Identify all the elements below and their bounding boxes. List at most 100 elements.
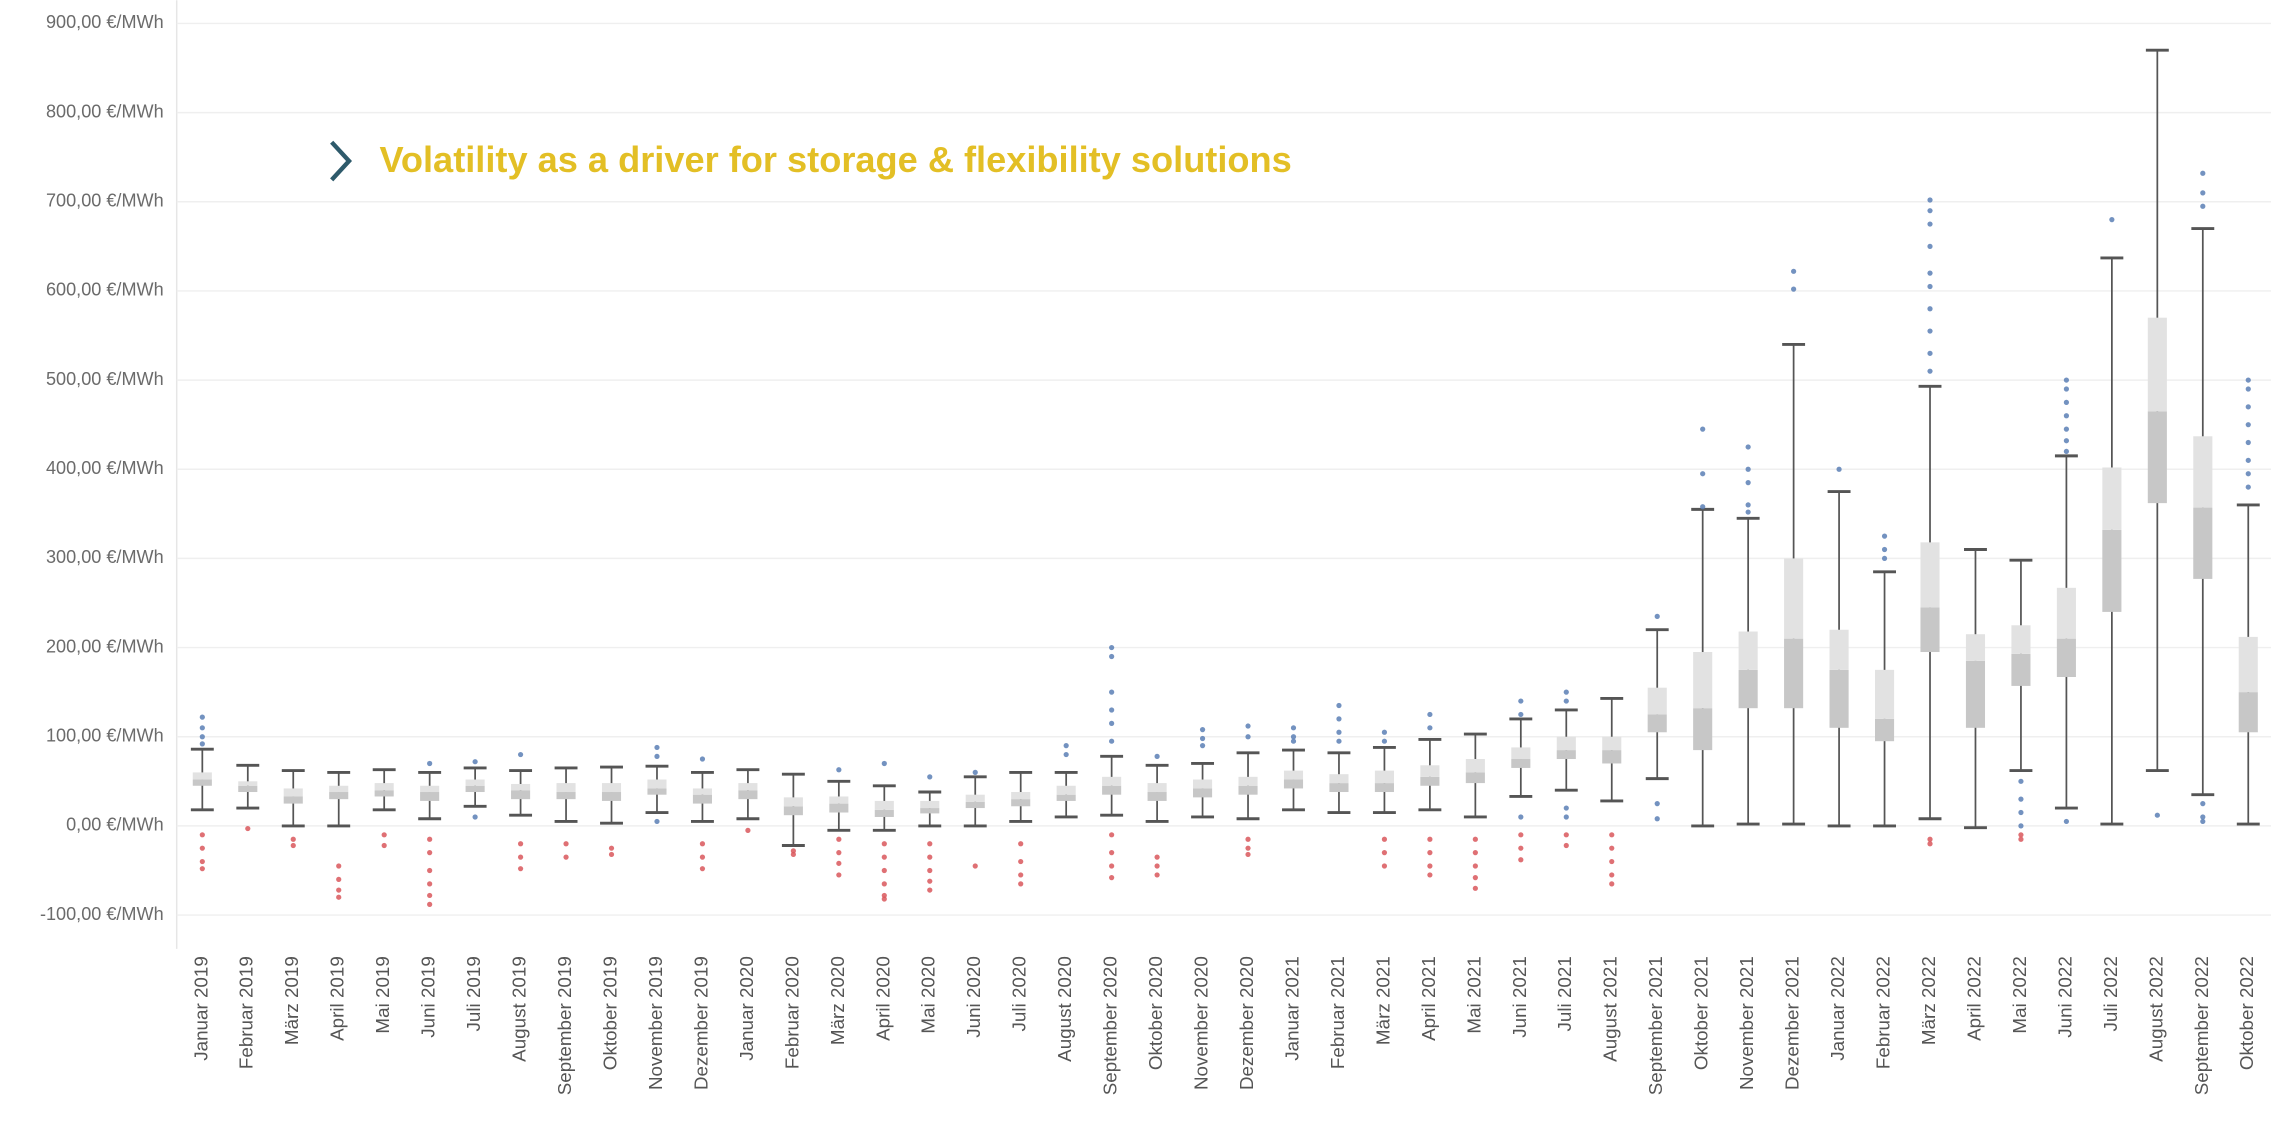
box-lower	[1329, 783, 1349, 793]
outlier	[2063, 818, 2070, 825]
outlier	[336, 876, 342, 882]
outlier	[2245, 377, 2251, 383]
box-lower	[465, 785, 485, 793]
x-tick-label: Oktober 2022	[2236, 956, 2257, 1070]
outlier	[1245, 851, 1251, 858]
box-upper	[965, 794, 985, 802]
box-lower	[1693, 708, 1713, 751]
x-tick-label: Juni 2020	[963, 956, 984, 1038]
box-lower	[1420, 776, 1440, 786]
outlier	[1018, 841, 1024, 847]
box-lower	[1283, 779, 1304, 789]
x-tick-label: November 2020	[1191, 956, 1212, 1090]
outlier	[1336, 716, 1342, 722]
x-tick-label: Mai 2020	[918, 956, 939, 1033]
y-tick-label: 800,00 €/MWh	[46, 101, 164, 121]
box-lower	[511, 790, 531, 800]
outlier	[2245, 457, 2251, 463]
outlier	[427, 881, 433, 887]
outlier	[2200, 800, 2206, 807]
outlier	[1199, 743, 1206, 749]
outlier	[881, 841, 887, 847]
outlier	[608, 845, 615, 851]
outlier	[199, 725, 205, 731]
outlier	[2245, 484, 2251, 490]
box-upper	[192, 772, 212, 780]
box-upper	[1238, 776, 1258, 786]
outlier	[1427, 863, 1433, 869]
box-upper	[1738, 631, 1758, 670]
outlier	[1927, 328, 1933, 334]
outlier	[1745, 502, 1751, 508]
x-tick-label: Oktober 2021	[1691, 956, 1712, 1070]
outlier	[1109, 850, 1115, 856]
box-lower	[374, 790, 394, 797]
outlier	[1063, 743, 1069, 749]
x-tick-label: April 2021	[1418, 956, 1439, 1041]
outlier	[1018, 858, 1024, 865]
outlier	[1381, 863, 1388, 869]
y-tick-label: 400,00 €/MWh	[46, 458, 164, 478]
x-tick-label: März 2020	[827, 956, 848, 1045]
outlier	[563, 841, 569, 847]
marks	[190, 48, 2260, 907]
x-tick-label: Juni 2021	[1509, 956, 1530, 1038]
x-tick-label: Dezember 2019	[690, 956, 711, 1090]
outlier	[1609, 872, 1615, 878]
outlier	[1609, 858, 1615, 865]
box-upper	[1147, 783, 1167, 793]
outlier	[1109, 653, 1115, 660]
y-tick-label: 700,00 €/MWh	[46, 191, 164, 211]
x-tick-label: Februar 2021	[1327, 956, 1348, 1069]
outlier	[1290, 734, 1297, 740]
box-lower	[1056, 794, 1076, 801]
box-upper	[238, 781, 258, 786]
outlier	[927, 841, 933, 847]
box-upper	[601, 783, 622, 793]
box-upper	[420, 785, 440, 793]
outlier	[2018, 836, 2024, 842]
outlier	[1654, 816, 1660, 822]
outlier	[2063, 448, 2070, 455]
outlier	[1927, 208, 1933, 214]
outlier	[2063, 426, 2070, 432]
outlier	[881, 867, 887, 874]
outlier	[1927, 283, 1933, 290]
outlier	[699, 854, 706, 860]
outlier	[472, 814, 478, 820]
outlier	[1245, 845, 1251, 851]
outlier	[1518, 711, 1524, 718]
outlier	[2245, 422, 2251, 428]
outlier	[1199, 726, 1206, 733]
x-tick-label: Mai 2021	[1463, 956, 1484, 1033]
box-upper	[783, 797, 803, 807]
outlier	[517, 854, 524, 860]
box-lower	[1374, 783, 1394, 793]
box-upper	[647, 779, 667, 789]
outlier	[2245, 386, 2251, 392]
box-lower	[783, 806, 803, 816]
outlier	[1927, 836, 1933, 842]
outlier	[427, 892, 433, 899]
grid	[175, 0, 2271, 949]
box-upper	[1420, 765, 1440, 777]
x-tick-label: Juni 2022	[2054, 956, 2075, 1038]
outlier	[1290, 725, 1297, 731]
outlier	[881, 760, 887, 767]
box-upper	[1965, 634, 1986, 661]
box-upper	[1102, 776, 1122, 786]
outlier	[1563, 805, 1569, 811]
x-tick-label: Juli 2019	[463, 956, 484, 1031]
x-tick-label: Juli 2021	[1554, 956, 1575, 1031]
box-lower	[329, 792, 349, 800]
outlier	[427, 850, 433, 856]
x-tick-label: Januar 2022	[1827, 956, 1848, 1061]
outlier	[199, 714, 205, 720]
outlier	[1654, 800, 1660, 807]
outlier	[2063, 438, 2070, 444]
box-lower	[1011, 799, 1031, 807]
outlier	[881, 854, 887, 860]
outlier	[927, 878, 933, 884]
outlier	[1745, 480, 1751, 486]
